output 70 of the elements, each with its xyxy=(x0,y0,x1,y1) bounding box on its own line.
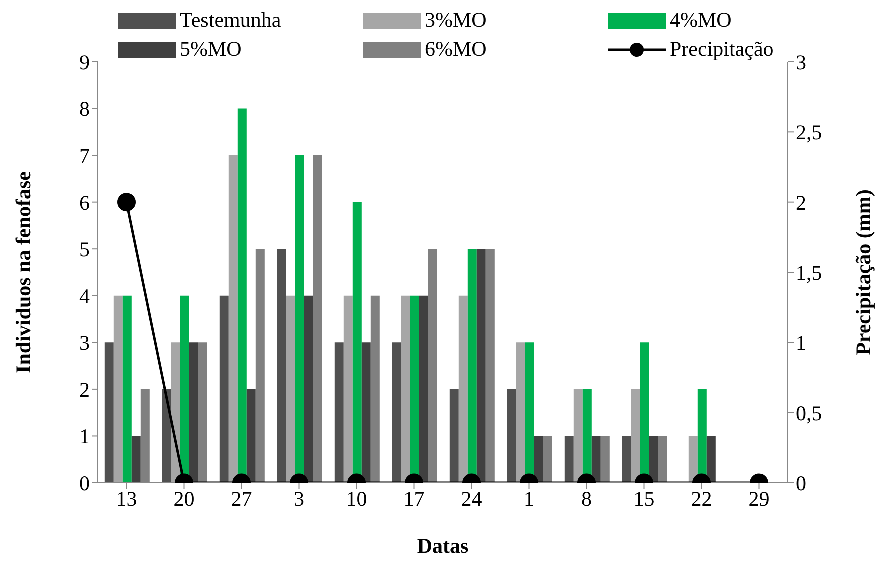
y2-tick-label: 1 xyxy=(796,331,806,356)
y-tick-label: 1 xyxy=(80,424,90,449)
bar xyxy=(458,296,468,483)
y-tick-label: 9 xyxy=(80,50,90,74)
bar xyxy=(564,436,574,483)
y-tick-label: 7 xyxy=(80,144,90,168)
legend-label: Testemunha xyxy=(180,8,282,33)
bar xyxy=(534,436,544,483)
y-tick-label: 6 xyxy=(80,190,90,215)
bar xyxy=(688,436,698,483)
bar xyxy=(574,389,583,483)
x-tick-label: 22 xyxy=(691,486,712,511)
bar xyxy=(228,156,238,483)
bar xyxy=(622,436,632,483)
y-tick-label: 5 xyxy=(80,238,90,262)
bar xyxy=(476,249,486,483)
x-tick-label: 27 xyxy=(231,486,252,511)
bar xyxy=(189,342,198,483)
bar xyxy=(246,389,256,483)
y2-tick-label: 0 xyxy=(796,471,806,496)
bar xyxy=(114,296,123,483)
x-tick-label: 17 xyxy=(404,486,425,511)
bar xyxy=(334,342,344,483)
y2-tick-label: 2,5 xyxy=(796,120,822,145)
bar xyxy=(706,436,716,483)
y-tick-label: 2 xyxy=(80,378,90,402)
y2-tick-label: 2 xyxy=(796,190,806,215)
bar xyxy=(649,436,658,483)
x-tick-label: 1 xyxy=(524,486,534,511)
y-tick-label: 8 xyxy=(80,97,90,122)
bar xyxy=(450,389,459,483)
bar xyxy=(220,296,229,483)
y2-tick-label: 1,5 xyxy=(796,260,822,285)
bar xyxy=(122,296,132,483)
legend-label: Precipitação xyxy=(670,37,774,62)
y-axis-title: Individuos na fenofase xyxy=(11,172,36,374)
bar xyxy=(286,296,296,483)
bar xyxy=(631,389,640,483)
y-tick-label: 0 xyxy=(80,471,90,496)
y-tick-label: 4 xyxy=(80,284,90,308)
bar xyxy=(277,249,286,483)
bar xyxy=(162,389,172,483)
y2-axis-title: Precipitação (mm) xyxy=(851,190,876,356)
bar xyxy=(304,296,314,483)
x-tick-label: 15 xyxy=(634,486,655,511)
x-tick-label: 24 xyxy=(461,486,483,511)
x-tick-label: 10 xyxy=(346,486,368,511)
legend-label: 5%MO xyxy=(180,37,242,62)
bar xyxy=(419,296,428,483)
bar xyxy=(132,436,141,483)
y2-tick-label: 3 xyxy=(796,50,806,74)
x-tick-label: 20 xyxy=(174,486,195,511)
x-tick-label: 13 xyxy=(116,486,138,511)
bar xyxy=(592,436,601,483)
x-axis-title: Datas xyxy=(417,534,469,558)
x-tick-label: 8 xyxy=(582,486,592,511)
bar xyxy=(362,342,371,483)
bar xyxy=(104,342,114,483)
legend-label: 3%MO xyxy=(425,8,487,33)
y-tick-label: 3 xyxy=(80,331,90,356)
bar xyxy=(516,342,526,483)
x-tick-label: 29 xyxy=(748,486,770,511)
legend-label: 6%MO xyxy=(425,37,487,62)
bar xyxy=(392,342,402,483)
x-tick-label: 3 xyxy=(294,486,304,511)
bar xyxy=(507,389,516,483)
bar xyxy=(401,296,410,483)
y2-tick-label: 0,5 xyxy=(796,401,822,426)
bar xyxy=(344,296,353,483)
legend-label: 4%MO xyxy=(670,8,732,33)
